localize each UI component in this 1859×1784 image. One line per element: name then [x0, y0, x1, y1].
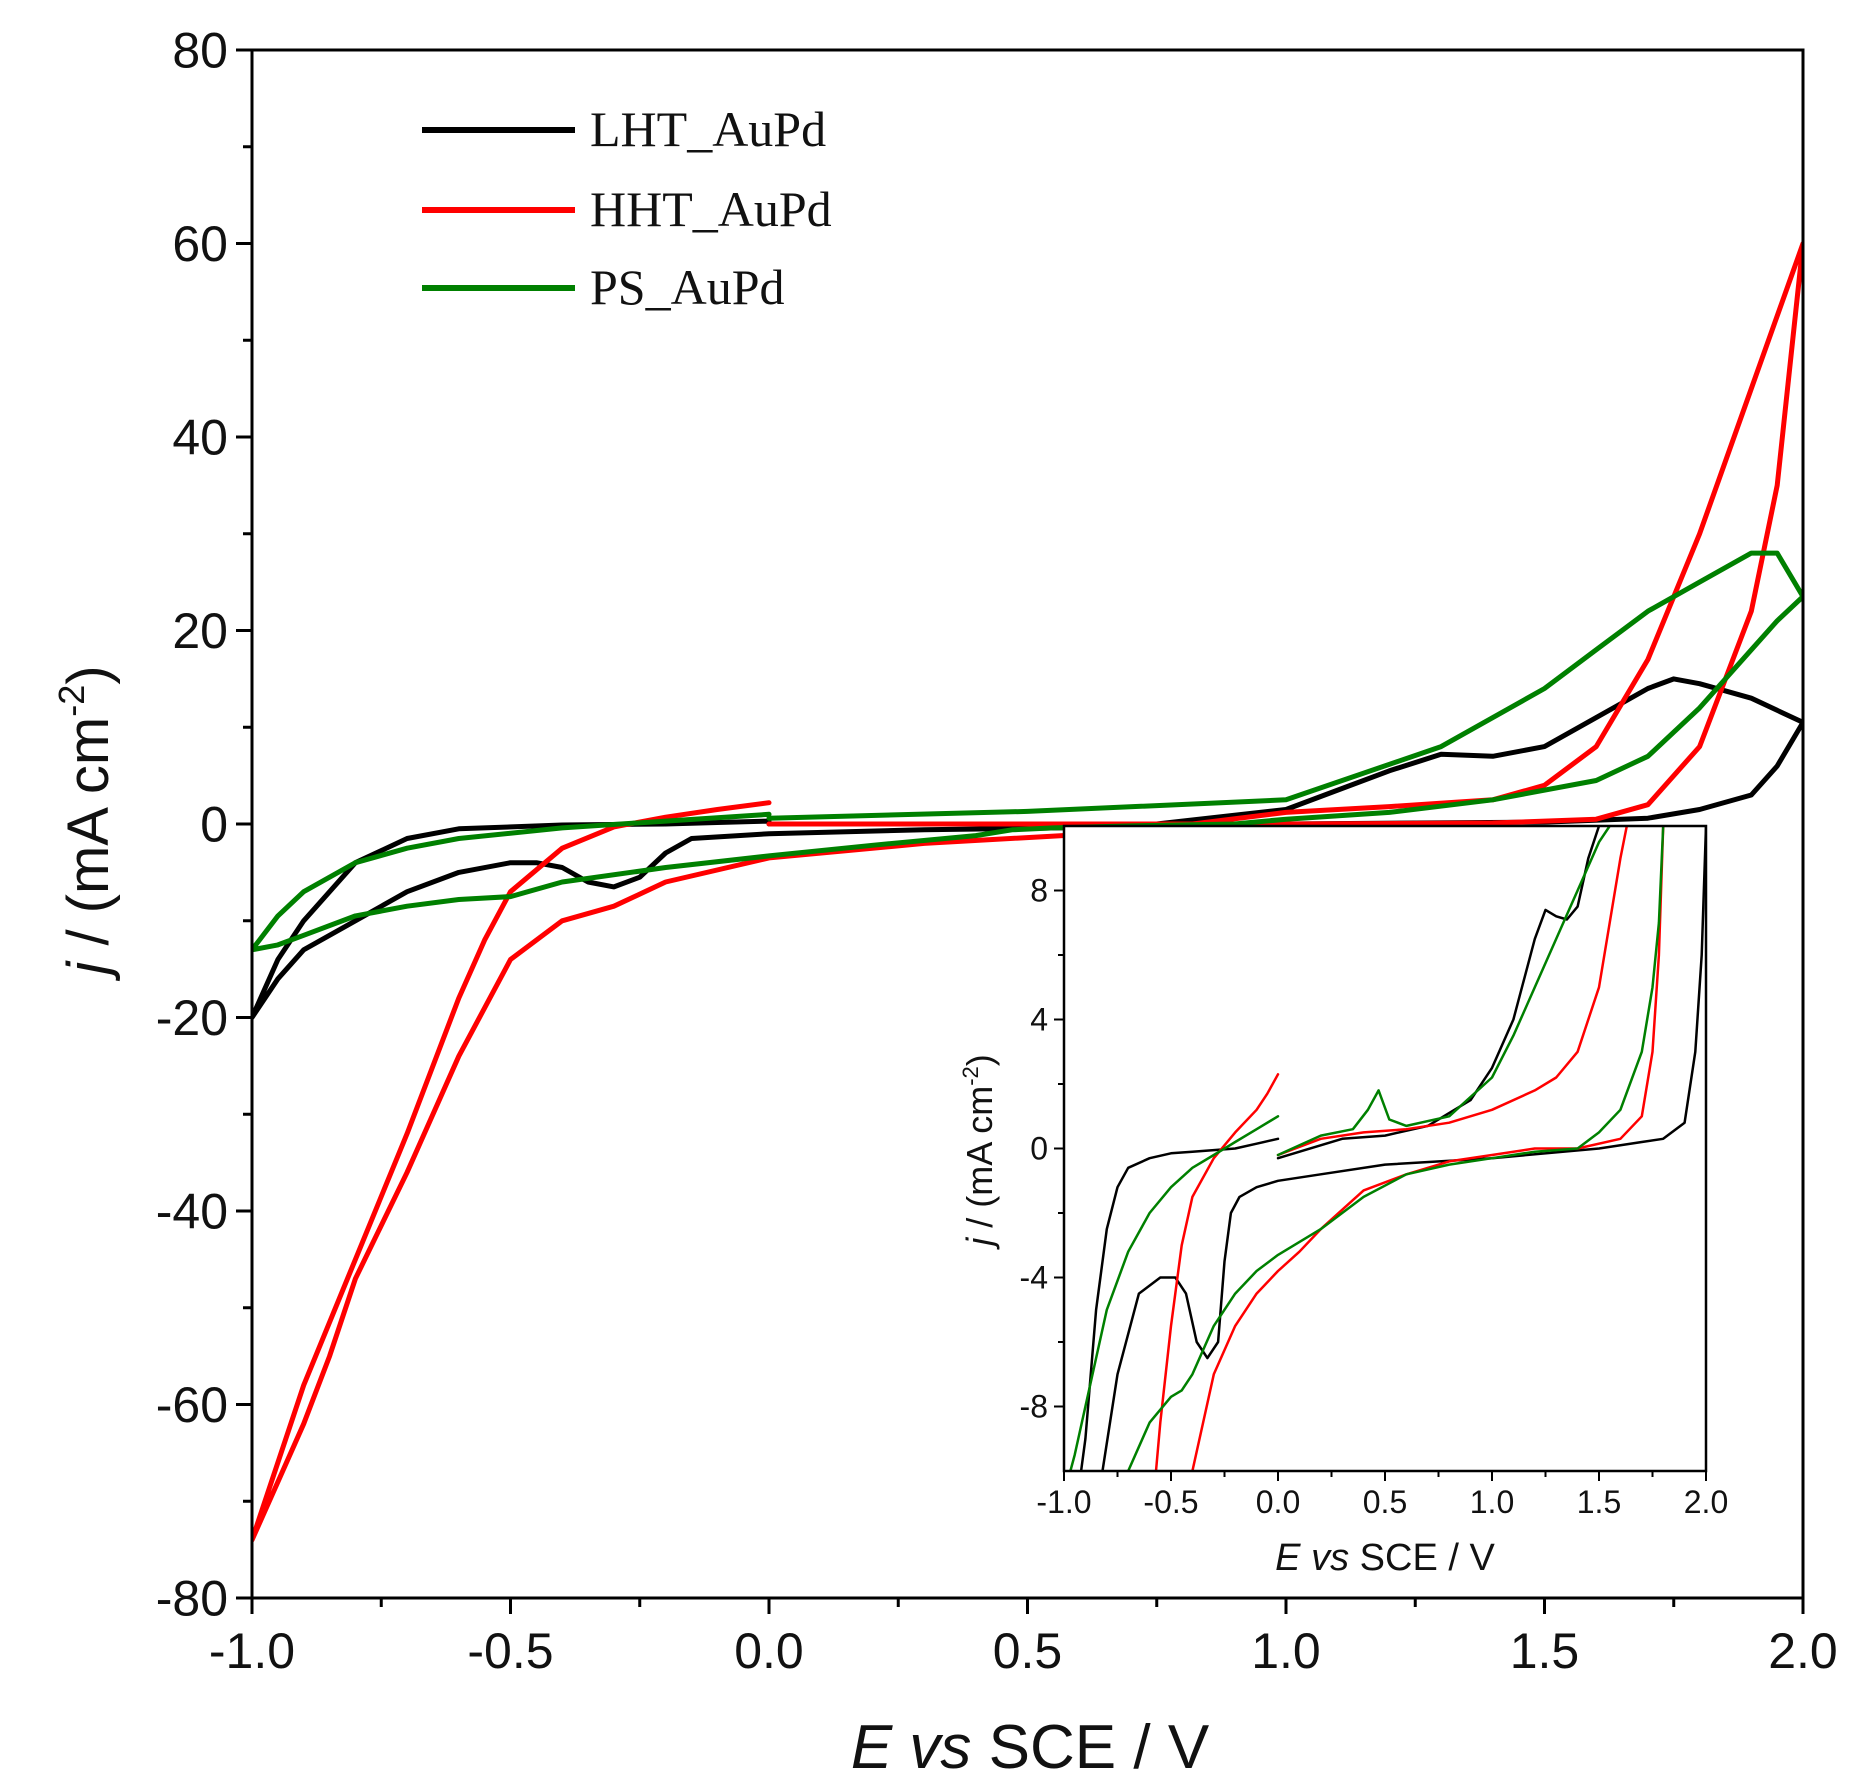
inset-x-tick-label: 1.0: [1470, 1484, 1514, 1520]
main-x-tick-label: 1.0: [1251, 1623, 1321, 1679]
inset-y-tick-label: -8: [1020, 1389, 1048, 1425]
main-x-tick-label: -0.5: [467, 1623, 553, 1679]
inset-y-tick-label: 0: [1030, 1131, 1048, 1167]
main-y-tick-label: 60: [172, 216, 228, 272]
main-ticks-group: -1.0 -0.5 0.0 0.5 1.0 1.5 2.0-80-60-40-2002040…: [156, 23, 1838, 1680]
inset-y-tick-label: -4: [1020, 1260, 1048, 1296]
inset-series-ps-aupd-7: [1126, 826, 1665, 1471]
inset-lines: [1069, 826, 1706, 1471]
main-x-axis-title-unit: SCE / V: [989, 1713, 1210, 1782]
main-series-hht-aupd-1: [252, 241, 1803, 1543]
main-y-tick-label: -80: [156, 1571, 228, 1627]
main-y-tick-label: -40: [156, 1184, 228, 1240]
inset-x-tick-label: -0.5: [1143, 1484, 1198, 1520]
inset-series-lht-aupd-1: [1101, 826, 1706, 1471]
inset-series-lht-aupd-2: [1276, 826, 1601, 1160]
inset-x-tick-label: 0.5: [1363, 1484, 1407, 1520]
inset-series-ps-aupd-6: [1069, 1115, 1280, 1471]
main-x-tick-label: 2.0: [1768, 1623, 1838, 1679]
main-y-tick-label: 20: [172, 603, 228, 659]
inset-series-hht-aupd-4: [1191, 826, 1665, 1471]
inset-chart: -1.0 -0.5 0.0 0.5 1.0 1.5 2.0 -8 -4 0 4 8 E vs SCE …: [958, 824, 1729, 1579]
inset-x-axis-title: E vs SCE / V: [1275, 1537, 1495, 1579]
main-y-axis-title-close: ): [56, 665, 121, 684]
inset-ticks-group: -1.0 -0.5 0.0 0.5 1.0 1.5 2.0 -8 -4 0 4 8: [1020, 873, 1729, 1520]
main-y-axis-title-sup: -2: [51, 685, 92, 717]
inset-x-axis-title-e: E: [1275, 1537, 1301, 1579]
inset-x-axis-title-unit: SCE / V: [1360, 1537, 1496, 1579]
main-y-tick-label: -20: [156, 990, 228, 1046]
legend-label-lht: LHT_AuPd: [590, 101, 826, 157]
inset-x-tick-label: 2.0: [1684, 1484, 1728, 1520]
main-y-axis-title: j / (mA cm-2): [51, 665, 121, 981]
legend-label-hht: HHT_AuPd: [590, 181, 832, 237]
inset-series-ps-aupd-8: [1276, 826, 1611, 1157]
main-x-axis-title-vs: vs: [909, 1713, 971, 1782]
legend: LHT_AuPd HHT_AuPd PS_AuPd: [422, 101, 832, 315]
main-x-tick-label: 0.5: [993, 1623, 1063, 1679]
main-y-tick-label: 0: [200, 797, 228, 853]
main-x-tick-label: 1.5: [1510, 1623, 1580, 1679]
inset-x-tick-label: 1.5: [1577, 1484, 1621, 1520]
inset-series-group: [1069, 826, 1706, 1471]
inset-series-lht-aupd-0: [1079, 1137, 1280, 1471]
inset-y-axis-title-sup: -2: [958, 1066, 983, 1086]
inset-x-tick-label: 0.0: [1256, 1484, 1300, 1520]
inset-x-axis-title-vs: vs: [1311, 1537, 1349, 1579]
main-x-tick-label: -1.0: [209, 1623, 295, 1679]
main-y-tick-label: 80: [172, 23, 228, 79]
inset-x-tick-label: -1.0: [1036, 1484, 1091, 1520]
main-y-tick-label: -60: [156, 1377, 228, 1433]
inset-y-axis-title-close: ): [959, 1054, 1000, 1066]
main-series-group: [252, 241, 1803, 1543]
inset-y-tick-label: 8: [1030, 873, 1048, 909]
main-x-tick-label: 0.0: [734, 1623, 804, 1679]
inset-y-axis-title-unit: / (mA cm: [959, 1086, 1000, 1238]
main-y-axis-title-unit: / (mA cm: [56, 717, 121, 962]
legend-label-ps: PS_AuPd: [590, 259, 785, 315]
main-x-axis-title-e: E: [851, 1713, 893, 1782]
inset-series-hht-aupd-5: [1276, 826, 1629, 1157]
main-x-axis-title: E vs SCE / V: [851, 1713, 1210, 1782]
main-lines: [252, 241, 1803, 1543]
main-y-tick-label: 40: [172, 410, 228, 466]
main-chart: -1.0 -0.5 0.0 0.5 1.0 1.5 2.0-80-60-40-2002040…: [51, 23, 1838, 1783]
inset-y-tick-label: 4: [1030, 1002, 1048, 1038]
inset-y-axis-title: j / (mA cm-2): [958, 1054, 1000, 1251]
inset-series-hht-aupd-3: [1154, 1073, 1280, 1471]
main-series-ps-aupd-2: [252, 550, 1803, 953]
